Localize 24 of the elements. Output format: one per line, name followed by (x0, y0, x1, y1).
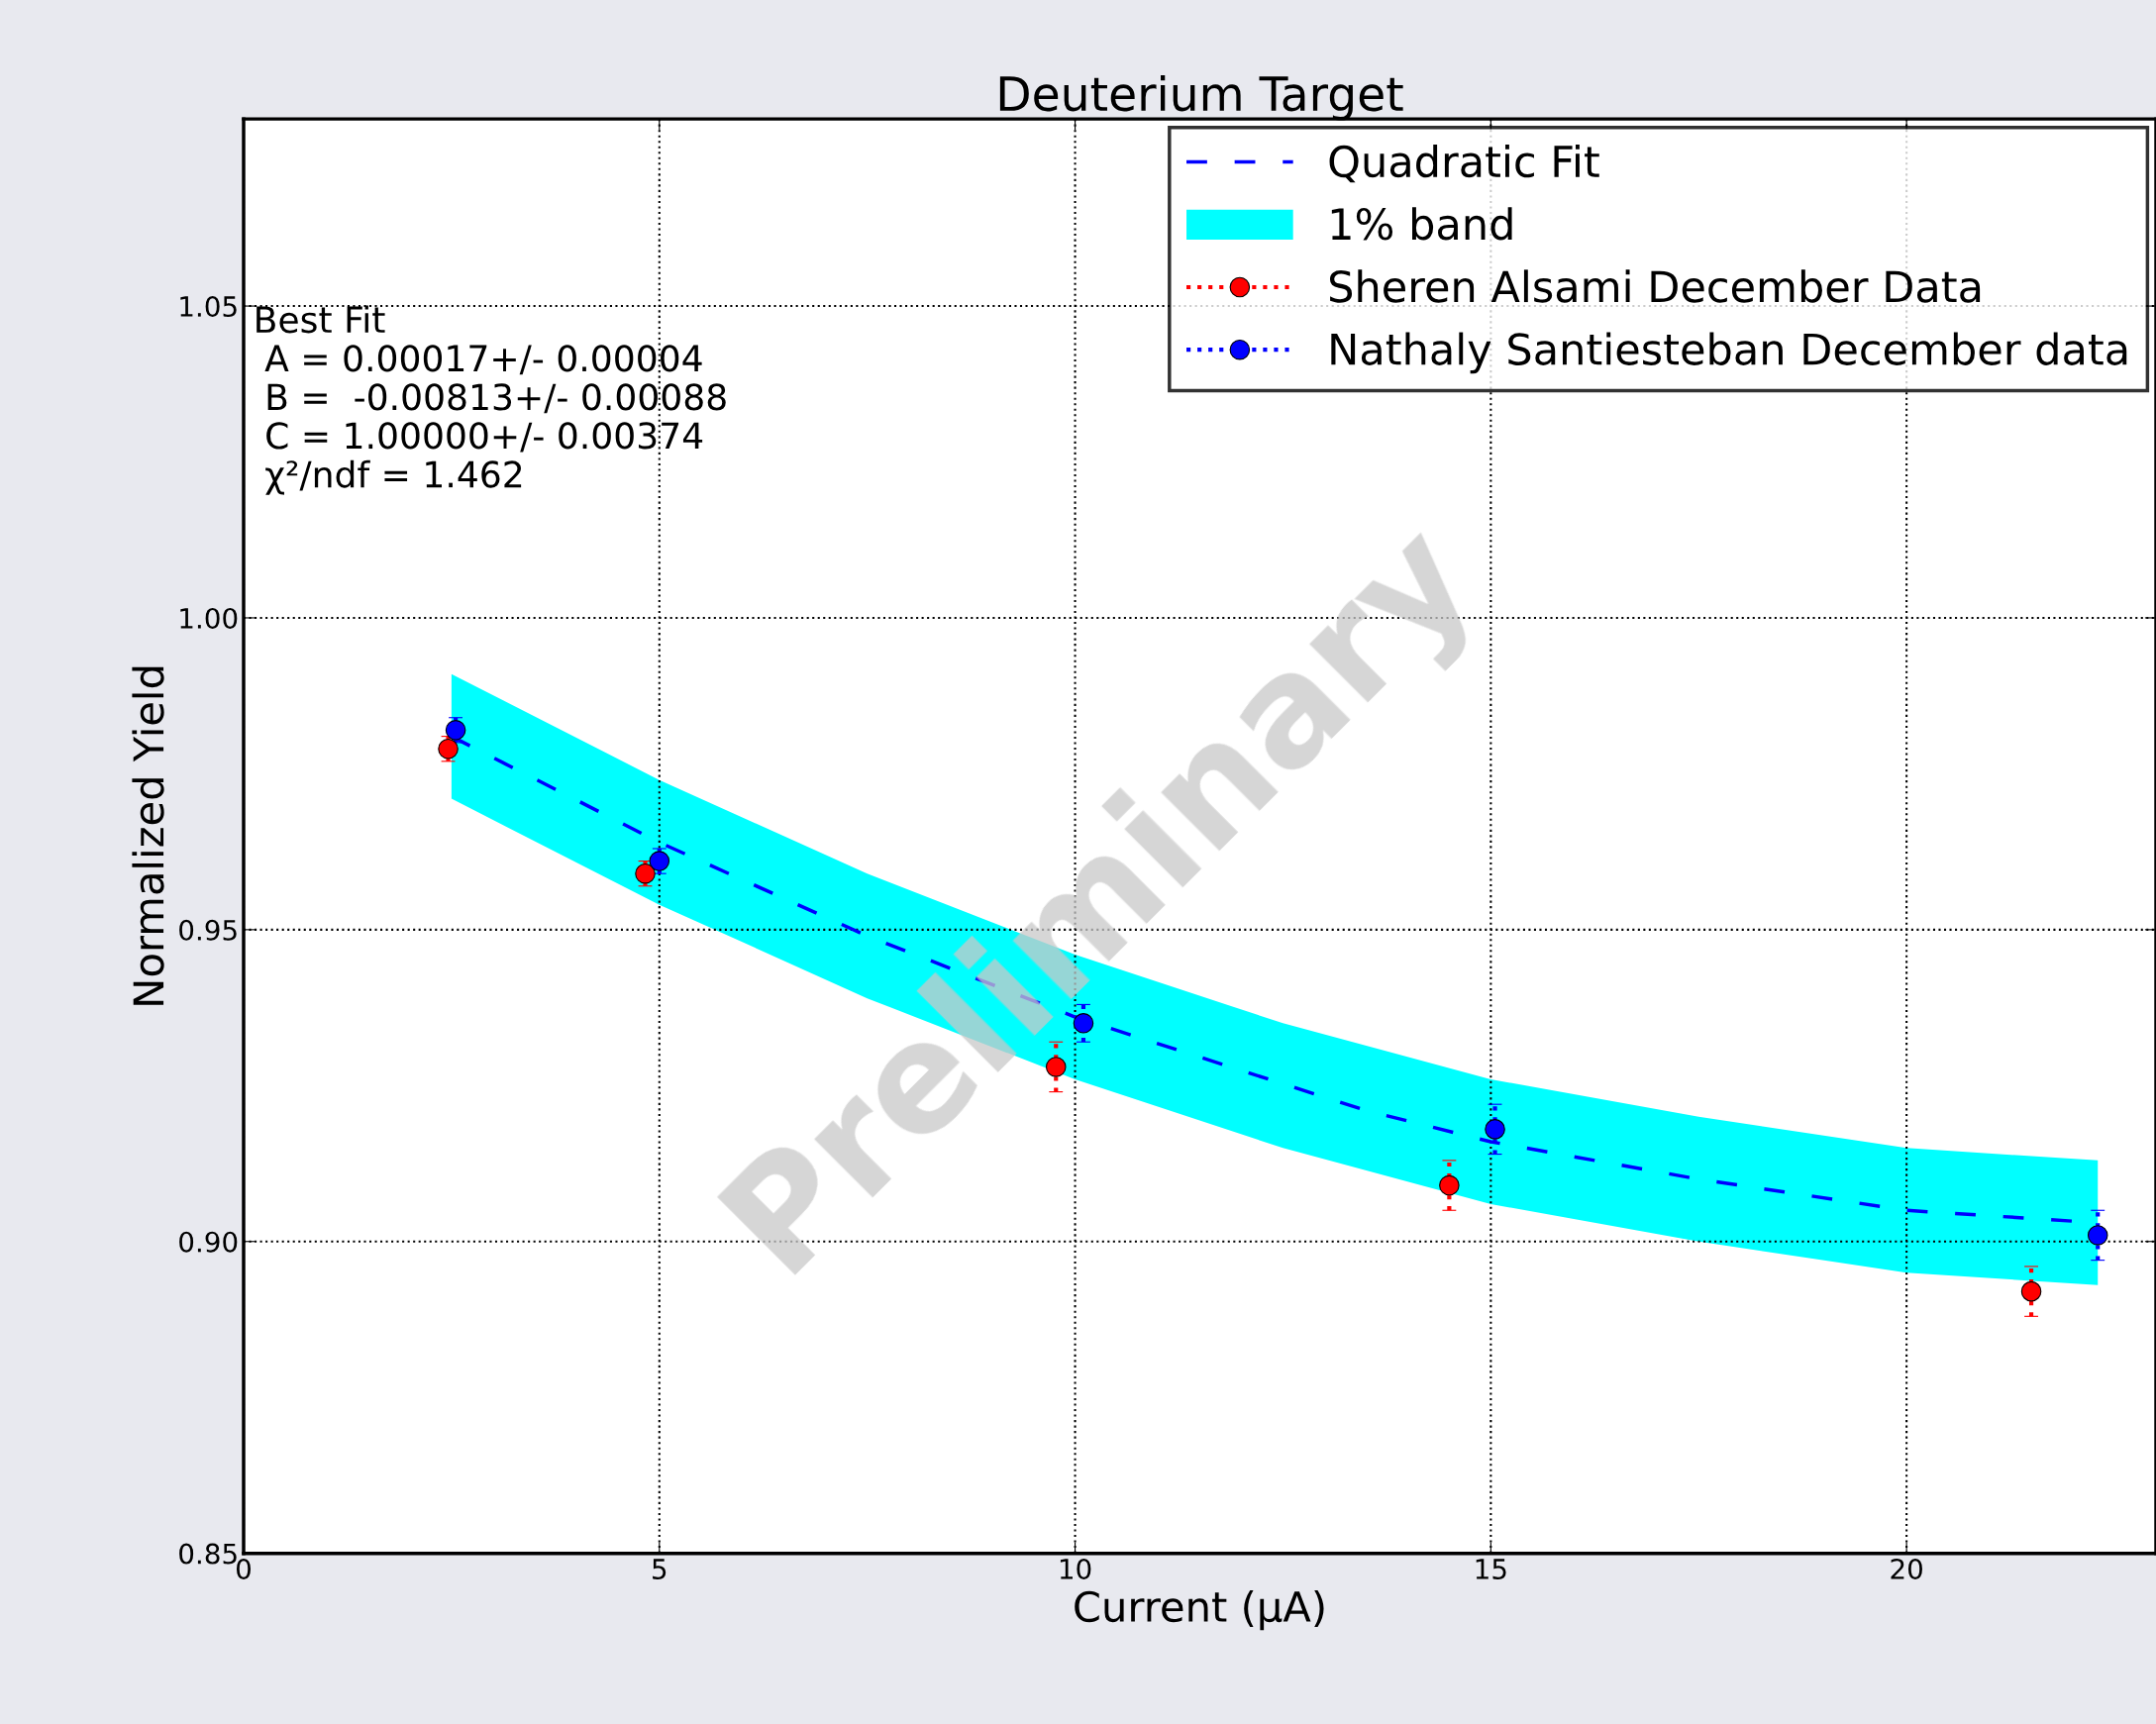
y-tick-label: 1.05 (180, 296, 237, 318)
annotation: Best Fit A = 0.00017+/- 0.00004 B = -0.00813+/- 0.00088 C = 1.00000+/- 0.00374 χ²/ndf = 1.462 (257, 305, 726, 495)
chart-title: Deuterium Target (999, 74, 1403, 121)
x-tick-label: 5 (653, 1559, 667, 1579)
x-axis-title: Current (μA) (1075, 1589, 1324, 1631)
x-tick-label: 0 (237, 1558, 251, 1579)
y-tick-label: 0.85 (179, 1543, 237, 1565)
legend-label: Sheren Alsami December Data (1329, 269, 1981, 303)
point (635, 862, 656, 884)
point (649, 851, 670, 871)
point (2020, 1280, 2042, 1302)
legend-label: Nathaly Santiesteban December data (1331, 332, 2127, 374)
x-tick-label: 20 (1891, 1558, 1922, 1579)
y-axis-title: Normalized Yield (132, 666, 164, 1005)
point (1485, 1119, 1505, 1140)
x-tick-label: 15 (1476, 1559, 1506, 1579)
legend-label: Quadratic Fit (1329, 144, 1599, 183)
point (445, 720, 466, 741)
y-tick-label: 0.95 (179, 919, 237, 941)
point (2087, 1225, 2108, 1246)
y-tick-label: 1.00 (180, 607, 238, 629)
x-tick-label: 10 (1060, 1558, 1091, 1579)
y-tick-label: 0.90 (179, 1231, 238, 1253)
legend-label: 1% band (1331, 207, 1512, 241)
